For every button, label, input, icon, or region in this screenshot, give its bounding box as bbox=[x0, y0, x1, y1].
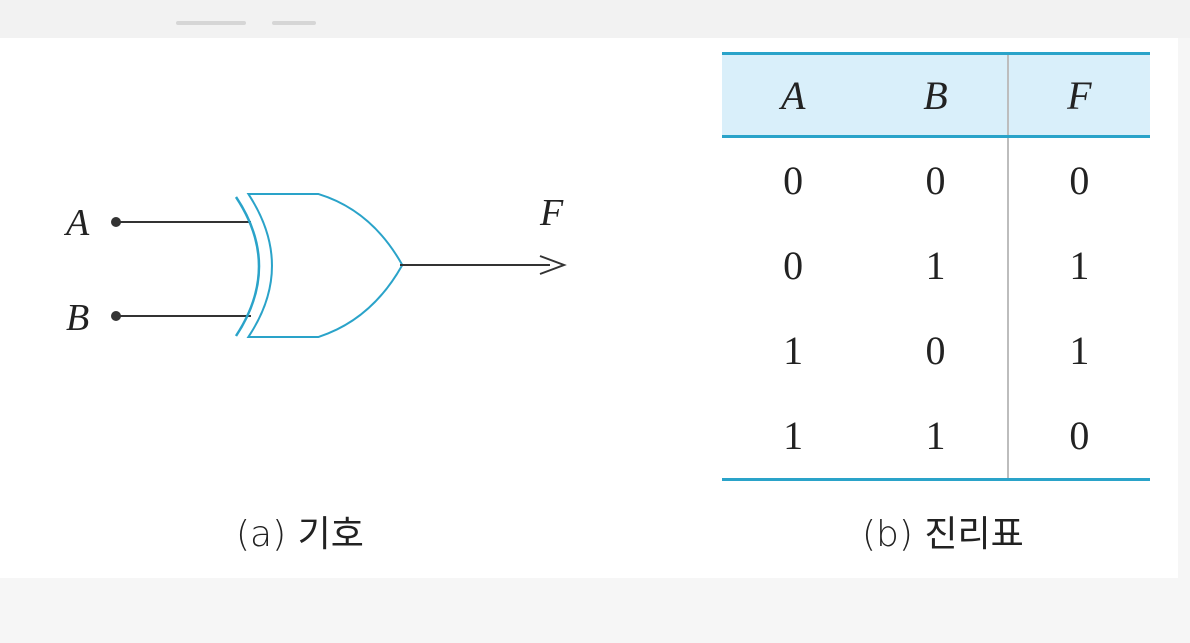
symbol-caption: (a) 기호 bbox=[236, 514, 364, 555]
table-row: 0 1 1 bbox=[722, 223, 1150, 308]
header-f: F bbox=[1007, 53, 1150, 138]
table-row: 1 1 0 bbox=[722, 393, 1150, 480]
cell-f: 0 bbox=[1069, 158, 1090, 203]
truth-table: A B F 0 0 0 0 1 1 1 0 1 1 1 bbox=[722, 52, 1150, 481]
cell-f: 1 bbox=[1069, 243, 1090, 288]
input-b-label: B bbox=[66, 297, 89, 339]
cell-b: 0 bbox=[864, 308, 1009, 393]
output-arrow-icon bbox=[539, 255, 567, 275]
cell-a: 0 bbox=[783, 158, 804, 203]
cell-f: 1 bbox=[1069, 328, 1090, 373]
header-a: A bbox=[722, 53, 865, 138]
table-row: 1 0 1 bbox=[722, 308, 1150, 393]
truth-table-caption: (b) 진리표 bbox=[862, 514, 1024, 555]
cell-b: 1 bbox=[864, 223, 1009, 308]
xor-gate-body-inner bbox=[250, 195, 402, 336]
cell-a: 1 bbox=[783, 413, 804, 458]
placeholder-bar bbox=[176, 21, 246, 25]
top-toolbar-strip bbox=[0, 0, 1190, 38]
cell-a: 1 bbox=[783, 328, 804, 373]
input-a-label: A bbox=[63, 202, 90, 244]
truth-table-header-row: A B F bbox=[722, 53, 1150, 138]
cell-f: 0 bbox=[1069, 413, 1090, 458]
xor-input-curve bbox=[234, 196, 261, 337]
cell-b: 0 bbox=[864, 136, 1009, 223]
placeholder-bar bbox=[272, 21, 316, 25]
cell-b: 1 bbox=[864, 393, 1009, 480]
cell-a: 0 bbox=[783, 243, 804, 288]
output-label: F bbox=[539, 192, 564, 234]
header-b: B bbox=[864, 53, 1009, 138]
table-row: 0 0 0 bbox=[722, 136, 1150, 223]
